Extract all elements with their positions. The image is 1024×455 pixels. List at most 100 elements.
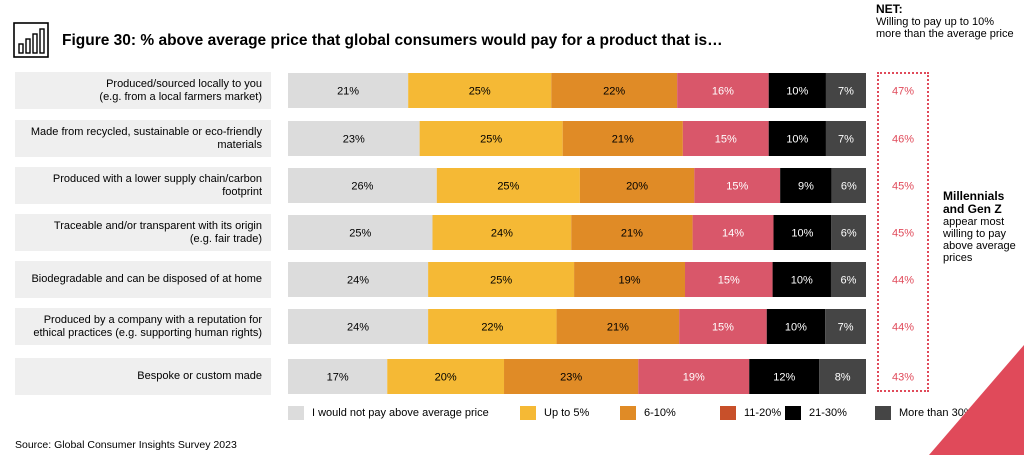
bar-data-label: 26% — [351, 181, 373, 193]
legend-swatch — [720, 406, 736, 420]
net-value-label: 46% — [892, 134, 914, 146]
legend-swatch — [785, 406, 801, 420]
bar-data-label: 17% — [327, 372, 349, 384]
row-label-text: Produced by a company with a reputation … — [33, 313, 262, 339]
bar-segment — [773, 215, 832, 250]
bar-segment — [825, 309, 866, 344]
bar-data-label: 24% — [347, 275, 369, 287]
bar-data-label: 6% — [841, 275, 857, 287]
bar-segment — [638, 359, 750, 394]
legend-swatch — [288, 406, 304, 420]
bar-data-label: 7% — [838, 322, 854, 334]
bar-segment — [432, 215, 572, 250]
bar-segment — [408, 73, 552, 108]
legend-item: 21-30% — [785, 406, 847, 420]
chart-title: Figure 30: % above average price that gl… — [62, 32, 723, 49]
net-value-label: 43% — [892, 372, 914, 384]
bar-data-label: 15% — [715, 134, 737, 146]
legend-label: I would not pay above average price — [312, 407, 489, 419]
bar-data-label: 23% — [343, 134, 365, 146]
bar-segment — [428, 262, 575, 297]
bar-data-label: 8% — [835, 372, 851, 384]
bar-segment — [436, 168, 580, 203]
legend-swatch — [620, 406, 636, 420]
bar-segment — [288, 215, 433, 250]
bar-data-label: 6% — [841, 181, 857, 193]
bar-data-label: 16% — [712, 86, 734, 98]
bar-segment — [831, 168, 866, 203]
row-label: Produced with a lower supply chain/carbo… — [15, 167, 271, 204]
bar-chart-icon — [13, 22, 49, 58]
bar-data-label: 25% — [469, 86, 491, 98]
bar-data-label: 20% — [435, 372, 457, 384]
bar-segment — [766, 309, 826, 344]
bar-segment — [504, 359, 639, 394]
bar-data-label: 7% — [838, 86, 854, 98]
row-label-text: Produced/sourced locally to you (e.g. fr… — [99, 77, 262, 103]
bar-data-label: 24% — [347, 322, 369, 334]
generation-note: Millennials and Gen Z appear most willin… — [943, 190, 1021, 265]
bar-data-label: 15% — [712, 322, 734, 334]
legend-swatch — [875, 406, 891, 420]
bar-data-label: 20% — [626, 181, 648, 193]
bar-data-label: 22% — [603, 86, 625, 98]
row-label-text: Biodegradable and can be disposed of at … — [31, 273, 262, 285]
bar-segment — [288, 168, 437, 203]
legend-item: I would not pay above average price — [288, 406, 489, 420]
net-value-label: 45% — [892, 228, 914, 240]
bar-segment — [571, 215, 693, 250]
bar-segment — [768, 121, 826, 156]
bar-data-label: 19% — [619, 275, 641, 287]
bar-data-label: 21% — [607, 322, 629, 334]
legend-label: Up to 5% — [544, 407, 590, 419]
bar-data-label: 9% — [798, 181, 814, 193]
row-label: Produced/sourced locally to you (e.g. fr… — [15, 72, 271, 109]
net-header-text: Willing to pay up to 10% more than the a… — [876, 16, 1014, 40]
bar-data-label: 7% — [838, 134, 854, 146]
net-header-title: NET: — [876, 2, 903, 16]
bar-segment — [830, 262, 866, 297]
bar-segment — [819, 359, 866, 394]
bar-segment — [831, 215, 866, 250]
bar-segment — [574, 262, 686, 297]
net-value-label: 47% — [892, 86, 914, 98]
bar-data-label: 23% — [560, 372, 582, 384]
row-label: Produced by a company with a reputation … — [15, 308, 271, 345]
bar-segment — [780, 168, 832, 203]
bar-data-label: 21% — [337, 86, 359, 98]
bar-data-label: 12% — [773, 372, 795, 384]
bar-segment — [288, 309, 429, 344]
bar-segment — [428, 309, 557, 344]
bar-segment — [685, 262, 773, 297]
legend-item: 6-10% — [620, 406, 676, 420]
bar-data-label: 10% — [791, 275, 813, 287]
legend-label: 6-10% — [644, 407, 676, 419]
legend-item: More than 30% — [875, 406, 974, 420]
bar-data-label: 15% — [726, 181, 748, 193]
bar-segment — [562, 121, 683, 156]
net-value-label: 44% — [892, 275, 914, 287]
bar-segment — [556, 309, 680, 344]
row-label: Bespoke or custom made — [15, 358, 271, 395]
bar-data-label: 24% — [491, 228, 513, 240]
bar-segment — [749, 359, 820, 394]
row-label: Traceable and/or transparent with its or… — [15, 214, 271, 251]
legend-item: 11-20% — [720, 406, 781, 420]
row-label-text: Made from recycled, sustainable or eco-f… — [30, 125, 262, 151]
bar-segment — [288, 262, 429, 297]
row-label-text: Bespoke or custom made — [137, 370, 262, 382]
net-value-label: 44% — [892, 322, 914, 334]
legend-item: Up to 5% — [520, 406, 589, 420]
bar-data-label: 10% — [786, 134, 808, 146]
bar-data-label: 6% — [841, 228, 857, 240]
bar-segment — [579, 168, 695, 203]
net-highlight-box — [877, 72, 929, 392]
generation-note-text: appear most willing to pay above average… — [943, 216, 1016, 264]
bar-segment — [825, 121, 866, 156]
bar-segment — [692, 215, 774, 250]
row-label: Biodegradable and can be disposed of at … — [15, 261, 271, 298]
bar-data-label: 19% — [683, 372, 705, 384]
bar-data-label: 25% — [349, 228, 371, 240]
bar-segment — [387, 359, 505, 394]
